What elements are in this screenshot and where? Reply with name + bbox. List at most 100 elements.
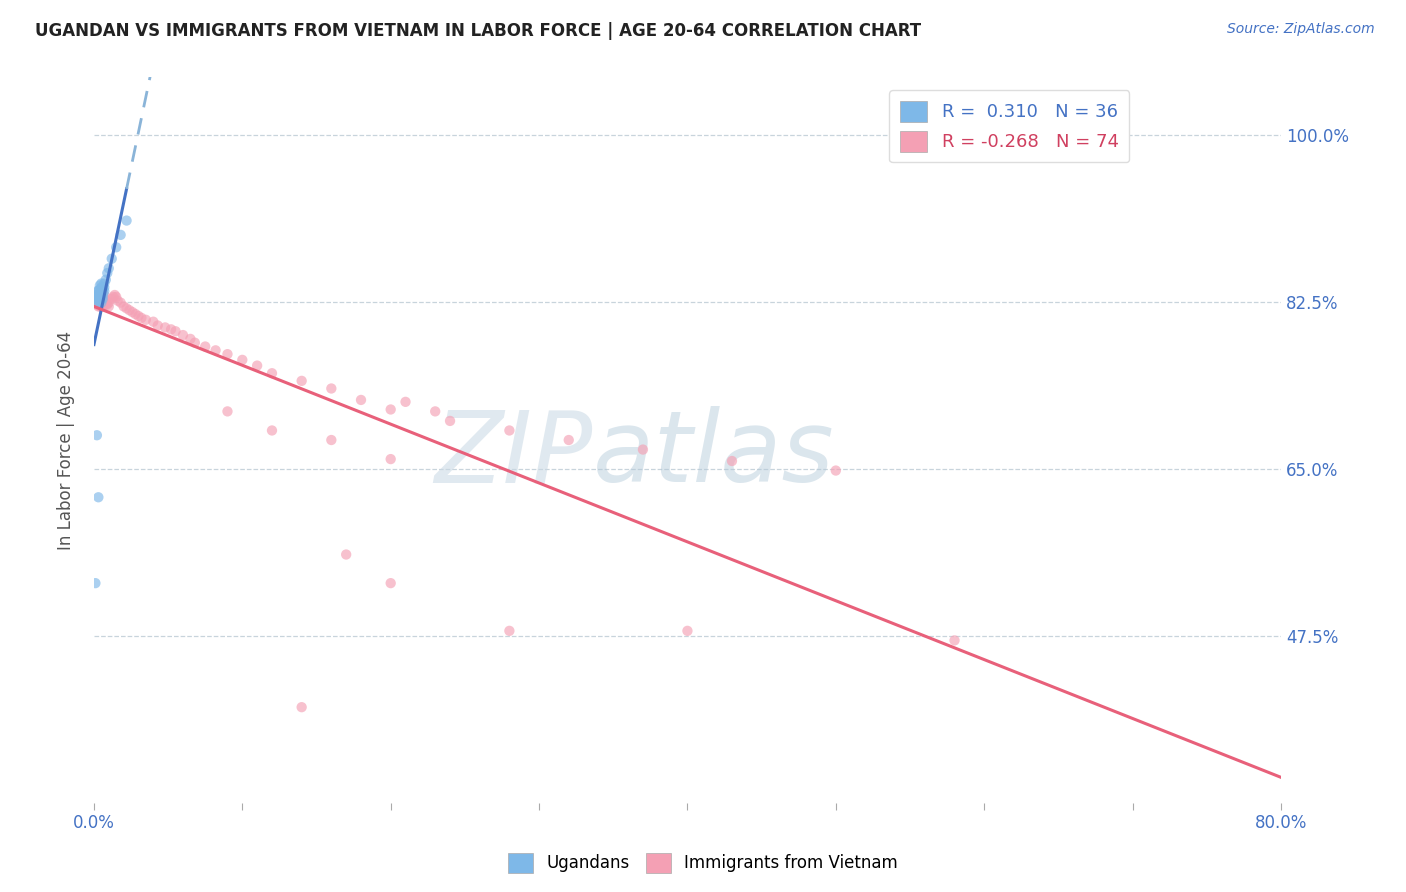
Point — [394, 395, 416, 409]
Point — [93, 295, 115, 310]
Point — [350, 392, 373, 407]
Point — [84, 288, 107, 302]
Point — [103, 290, 125, 304]
Point — [86, 293, 108, 308]
Point — [172, 328, 194, 343]
Point — [115, 213, 138, 227]
Point — [87, 284, 110, 298]
Point — [943, 633, 966, 648]
Point — [91, 300, 114, 314]
Point — [89, 292, 111, 306]
Point — [89, 288, 111, 302]
Point — [84, 292, 107, 306]
Point — [89, 295, 111, 310]
Point — [335, 548, 357, 562]
Point — [153, 320, 176, 334]
Point — [87, 288, 110, 302]
Point — [90, 280, 112, 294]
Point — [100, 252, 122, 266]
Point — [204, 343, 226, 358]
Point — [86, 297, 108, 311]
Point — [90, 288, 112, 302]
Point — [721, 454, 744, 468]
Point — [380, 402, 402, 417]
Point — [194, 339, 217, 353]
Point — [246, 359, 269, 373]
Point — [105, 290, 128, 304]
Point — [84, 290, 107, 304]
Text: ZIP: ZIP — [434, 406, 592, 503]
Point — [146, 318, 169, 333]
Point — [87, 295, 110, 310]
Text: atlas: atlas — [592, 406, 834, 503]
Point — [93, 284, 115, 298]
Point — [124, 307, 146, 321]
Point — [179, 332, 201, 346]
Point — [90, 300, 112, 314]
Point — [131, 310, 153, 325]
Point — [105, 240, 128, 254]
Point — [260, 366, 283, 380]
Point — [86, 428, 108, 442]
Point — [96, 293, 118, 308]
Point — [96, 266, 118, 280]
Point — [631, 442, 654, 457]
Y-axis label: In Labor Force | Age 20-64: In Labor Force | Age 20-64 — [58, 330, 75, 549]
Point — [86, 293, 108, 308]
Point — [165, 324, 187, 338]
Point — [91, 292, 114, 306]
Point — [89, 278, 111, 293]
Point — [380, 452, 402, 467]
Point — [90, 288, 112, 302]
Point — [89, 282, 111, 296]
Point — [86, 290, 108, 304]
Point — [104, 288, 127, 302]
Point — [110, 295, 132, 310]
Point — [87, 295, 110, 310]
Point — [135, 313, 157, 327]
Point — [86, 290, 108, 304]
Point — [84, 293, 107, 308]
Point — [184, 335, 207, 350]
Point — [231, 352, 253, 367]
Point — [425, 404, 447, 418]
Point — [121, 305, 143, 319]
Point — [291, 700, 314, 714]
Point — [87, 288, 110, 302]
Point — [90, 292, 112, 306]
Point — [321, 382, 343, 396]
Point — [89, 286, 111, 301]
Point — [97, 295, 120, 310]
Point — [112, 300, 135, 314]
Point — [498, 424, 520, 438]
Point — [90, 295, 112, 310]
Point — [91, 288, 114, 302]
Point — [87, 292, 110, 306]
Point — [118, 303, 141, 318]
Point — [90, 284, 112, 298]
Point — [91, 292, 114, 306]
Point — [94, 273, 117, 287]
Point — [498, 624, 520, 638]
Point — [87, 292, 110, 306]
Point — [260, 424, 283, 438]
Point — [160, 322, 183, 336]
Point — [558, 433, 581, 447]
Point — [97, 261, 120, 276]
Point — [439, 414, 461, 428]
Point — [86, 284, 108, 298]
Point — [91, 280, 114, 294]
Point — [96, 297, 118, 311]
Point — [127, 309, 149, 323]
Point — [91, 284, 114, 298]
Point — [84, 576, 107, 591]
Point — [94, 297, 117, 311]
Point — [97, 300, 120, 314]
Point — [87, 300, 110, 314]
Point — [107, 293, 129, 308]
Text: Source: ZipAtlas.com: Source: ZipAtlas.com — [1227, 22, 1375, 37]
Point — [291, 374, 314, 388]
Point — [142, 315, 165, 329]
Point — [380, 576, 402, 591]
Legend: R =  0.310   N = 36, R = -0.268   N = 74: R = 0.310 N = 36, R = -0.268 N = 74 — [889, 90, 1129, 162]
